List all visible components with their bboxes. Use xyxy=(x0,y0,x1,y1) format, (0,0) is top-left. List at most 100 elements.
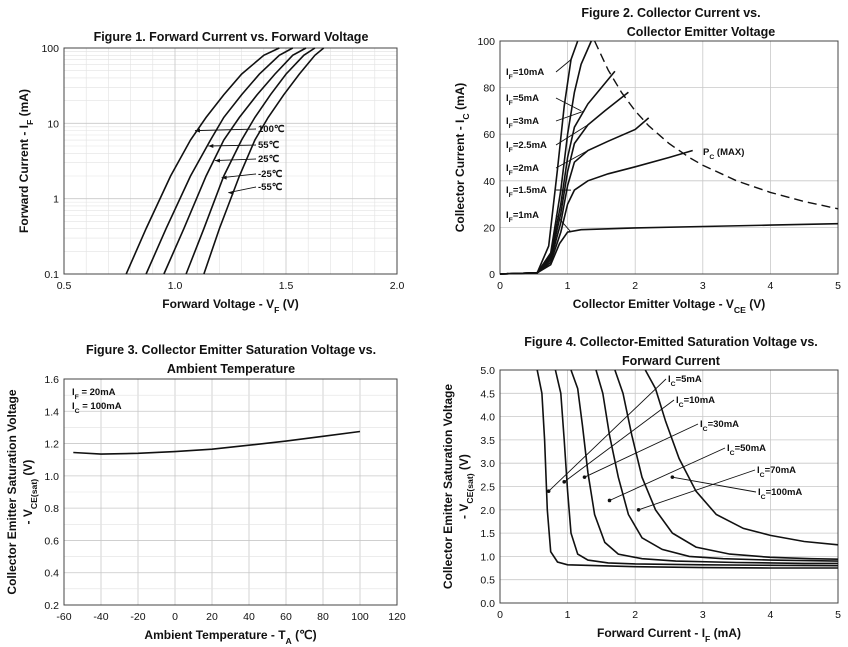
y-tick-label: 0.8 xyxy=(44,503,59,515)
chart-title-line2: Collector Emitter Voltage xyxy=(627,25,775,39)
pc-max-label: PC (MAX) xyxy=(703,147,744,161)
y-tick-label: 0.2 xyxy=(44,600,59,612)
y-tick-label: 5.0 xyxy=(480,365,495,377)
chart-fig3: -60 -40 -20 0 20 40 60 80 100 120 0.2 0.4 0.6 0.8 1.0 1… xyxy=(5,343,406,646)
x-axis-label: Collector Emitter Voltage - VCE (V) xyxy=(573,297,765,315)
series-line-25- xyxy=(163,47,307,275)
x-tick-label: 2 xyxy=(632,280,638,292)
y-tick-label: 2.0 xyxy=(480,505,495,517)
x-tick-label: -60 xyxy=(56,611,71,623)
x-tick-label: 4 xyxy=(767,609,773,621)
y-axis-label-line2: - VCE(sat) (V) xyxy=(457,454,475,519)
chart-title: Figure 3. Collector Emitter Saturation V… xyxy=(86,343,376,357)
arrow-icon xyxy=(546,489,551,493)
current-label: IF=1.5mA xyxy=(506,185,547,199)
y-tick-label: 0.5 xyxy=(480,575,495,587)
chart-title-line2: Ambient Temperature xyxy=(167,362,295,376)
x-tick-label: 100 xyxy=(351,611,369,623)
y-tick-label: 1.4 xyxy=(44,406,59,418)
current-label: IF=3mA xyxy=(506,116,539,130)
current-label: IF=1mA xyxy=(506,210,539,224)
y-tick-label: 4.5 xyxy=(480,388,495,400)
annotation-leader xyxy=(555,124,589,146)
annotation-leader xyxy=(609,447,726,501)
y-tick-label: 80 xyxy=(483,83,495,95)
y-tick-label: 4.0 xyxy=(480,412,495,424)
annotation-leader xyxy=(221,173,257,179)
y-tick-label: 0.0 xyxy=(480,598,495,610)
collector-current-label: IC=30mA xyxy=(700,419,739,433)
annotation-leader xyxy=(555,150,589,169)
x-tick-label: -20 xyxy=(130,611,145,623)
y-axis-label: Collector Emitter Saturation Voltage xyxy=(441,384,455,589)
x-tick-label: 60 xyxy=(280,611,292,623)
x-tick-label: 3 xyxy=(700,609,706,621)
chart-fig4: 0 1 2 3 4 5 0.0 0.5 1.0 1.5 2.0 2.5 3.0 3.5 4.0 4.5 5.0 F… xyxy=(441,335,841,644)
y-tick-label: 100 xyxy=(41,43,59,55)
y-tick-label: 3.5 xyxy=(480,435,495,447)
annotation-leader xyxy=(563,399,675,483)
x-tick-label: 2.0 xyxy=(390,280,405,292)
series-group xyxy=(499,40,839,275)
temperature-label: -25℃ xyxy=(258,169,283,180)
arrow-icon xyxy=(208,144,214,149)
series-line-IF-1mA xyxy=(499,222,839,275)
series-line-55- xyxy=(145,47,294,275)
x-tick-label: 3 xyxy=(700,280,706,292)
series-line-IF-1.5mA xyxy=(499,149,693,275)
current-label: IF=10mA xyxy=(506,67,544,81)
chart-title-line2: Forward Current xyxy=(622,354,721,368)
plot-frame xyxy=(63,378,398,606)
annotation-leader xyxy=(672,476,757,493)
y-tick-label: 3.0 xyxy=(480,458,495,470)
condition-label: IC = 100mA xyxy=(72,401,122,415)
series-line-IC-30mA xyxy=(570,369,838,565)
arrow-icon xyxy=(562,480,567,484)
y-tick-label: 1.2 xyxy=(44,439,59,451)
chart-title: Figure 2. Collector Current vs. xyxy=(581,6,760,20)
series-line-IC-100mA xyxy=(644,369,839,546)
y-tick-label: 40 xyxy=(483,176,495,188)
arrow-icon xyxy=(636,508,641,512)
grid xyxy=(63,378,398,606)
arrow-icon xyxy=(670,475,675,479)
x-tick-label: 80 xyxy=(317,611,329,623)
series-group xyxy=(536,369,839,569)
x-tick-label: 1 xyxy=(565,280,571,292)
temperature-label: 100℃ xyxy=(258,124,285,135)
series-line-IF-10mA xyxy=(499,40,579,275)
series-line-IC-70mA xyxy=(614,369,839,560)
x-axis-label: Ambient Temperature - TA (℃) xyxy=(144,628,316,646)
current-label: IF=2.5mA xyxy=(506,140,547,154)
x-tick-label: 0 xyxy=(497,280,503,292)
x-tick-label: 5 xyxy=(835,280,841,292)
annotation-leader xyxy=(584,423,699,478)
y-tick-label: 20 xyxy=(483,222,495,234)
series-group xyxy=(125,47,325,275)
y-tick-label: 10 xyxy=(47,118,59,130)
series-line--25- xyxy=(185,47,316,275)
arrow-icon xyxy=(582,475,587,479)
y-tick-label: 1.5 xyxy=(480,528,495,540)
y-tick-label: 2.5 xyxy=(480,482,495,494)
x-tick-label: 1.5 xyxy=(279,280,294,292)
series-line-IC-10mA xyxy=(554,369,839,567)
y-tick-label: 0.1 xyxy=(44,269,59,281)
annotation-leader xyxy=(555,214,572,233)
collector-current-label: IC=70mA xyxy=(757,465,796,479)
chart-fig2: 0 1 2 3 4 5 0 20 40 60 80 100 Figure 2. Collector Cu… xyxy=(453,6,841,315)
y-tick-label: 1 xyxy=(53,194,59,206)
y-axis-label: Collector Current - IC (mA) xyxy=(453,83,471,233)
y-axis-label: Forward Current - IF (mA) xyxy=(17,89,35,233)
x-tick-label: -40 xyxy=(93,611,108,623)
annotation-leader xyxy=(194,128,257,132)
x-tick-label: 1 xyxy=(565,609,571,621)
plot-frame xyxy=(63,47,398,275)
x-tick-label: 5 xyxy=(835,609,841,621)
arrow-icon xyxy=(214,158,220,163)
collector-current-label: IC=50mA xyxy=(727,443,766,457)
condition-label: IF = 20mA xyxy=(72,387,116,401)
y-axis-label: Collector Emitter Saturation Voltage xyxy=(5,389,19,594)
collector-current-label: IC=10mA xyxy=(676,395,715,409)
y-tick-label: 1.0 xyxy=(44,471,59,483)
